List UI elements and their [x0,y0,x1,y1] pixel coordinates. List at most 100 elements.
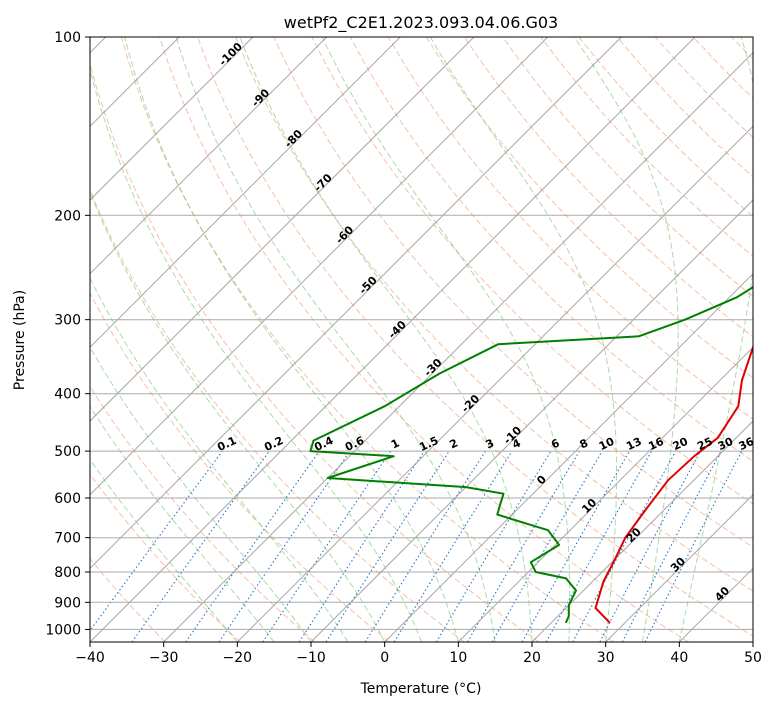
moist-adiabat-line [90,276,349,642]
moist-adiabat-line [90,190,386,642]
dry-adiabat-line [464,37,753,338]
dry-adiabat-line [90,385,316,642]
dry-adiabat-line [770,37,775,642]
mixing-ratio-label: 20 [671,435,691,453]
isotherm-line [678,567,753,642]
mixing-ratio-line [545,450,653,642]
y-tick-label: 600 [54,491,81,507]
mixing-ratio-line [621,450,722,642]
isotherm-line [90,37,549,496]
dry-adiabat-line [349,37,753,462]
mixing-ratio-line [218,450,351,642]
grid-lines [90,37,753,642]
chart-title: wetPf2_C2E1.2023.093.04.06.G03 [284,13,558,33]
profile-curves [309,285,753,624]
mixing-ratio-label: 2 [448,436,460,451]
isotherm-label: -80 [282,127,305,150]
isotherm-line [163,51,753,642]
isotherm-label: -20 [459,392,482,415]
isotherm-line [90,37,328,275]
y-tick-label: 800 [54,565,81,581]
y-tick-label: 100 [54,30,81,46]
moist-adiabat-line [429,37,617,642]
x-axis-ticks: −40 −30 −20 −10 0 10 20 30 40 50 [75,642,762,666]
isotherm-line [605,493,753,642]
x-tick-label: 10 [449,650,467,666]
warm-isotherm-label: 40 [712,584,732,604]
x-tick-label: 50 [744,650,762,666]
y-tick-label: 200 [54,208,81,224]
mixing-ratio-label: 13 [624,435,643,453]
mixing-ratio-label: 25 [695,435,714,453]
dry-adiabat-line [425,37,753,379]
dry-adiabat-line [387,37,753,420]
mixing-ratio-line [435,450,552,642]
isotherm-label: -50 [357,273,380,296]
dewpoint-profile-line [309,285,753,624]
mixing-ratio-label: 3 [484,436,496,451]
isotherm-label: -30 [421,356,444,379]
isotherm-line [90,37,401,349]
isotherm-line [531,420,753,642]
isotherm-line [310,199,753,642]
temperature-profile-line [594,344,753,624]
isotherm-line [752,641,753,642]
dry-adiabat-line [159,37,689,642]
dry-adiabat-line [311,37,753,505]
x-tick-label: 40 [670,650,688,666]
mixing-ratio-label: 16 [646,435,666,453]
dry-adiabat-line [502,37,753,298]
dry-adiabat-line [654,37,753,139]
dry-adiabat-line [90,473,241,642]
mixing-ratio-line [325,450,450,642]
moist-adiabat-line [239,37,533,642]
mixing-ratio-label: 6 [549,436,562,451]
y-tick-label: 1000 [45,622,81,638]
x-tick-label: −40 [75,650,105,666]
y-tick-label: 700 [54,531,81,547]
mixing-ratio-label: 10 [597,435,617,453]
isotherm-label: -40 [386,318,409,341]
mixing-ratio-line [90,450,223,632]
mixing-ratio-label: 1 [389,436,401,451]
x-tick-label: −30 [149,650,179,666]
mixing-ratio-line [262,450,392,642]
moist-adiabat-line [90,67,422,642]
dry-adiabat-line [90,188,465,642]
warm-isotherm-label: 10 [579,496,599,516]
x-tick-label: 20 [523,650,541,666]
mixing-ratio-line [131,450,270,642]
x-tick-label: −20 [223,650,253,666]
dry-adiabat-line [235,37,753,592]
isotherm-line [90,37,475,422]
mixing-ratio-line [572,450,677,642]
mixing-ratio-line [467,450,580,642]
x-tick-label: −10 [296,650,326,666]
plot-frame [89,36,754,643]
moist-adiabat-line [124,37,459,642]
moist-adiabat-line [678,37,753,642]
moist-adiabat-line [321,37,571,642]
y-tick-label: 400 [54,387,81,403]
moist-adiabat-line [573,37,679,642]
isotherm-line [457,346,753,642]
y-tick-label: 500 [54,444,81,460]
dry-adiabat-line [90,292,390,642]
mixing-ratio-line [393,450,513,642]
mixing-ratio-line [185,450,320,642]
mixing-ratio-line [364,450,486,642]
isotherm-label: -70 [312,171,335,194]
isotherm-line [90,37,696,642]
y-axis-ticks: 100 200 300 400 500 600 700 800 900 1000 [45,30,90,638]
warm-isotherm-label: 20 [624,525,644,545]
dry-adiabat-line [273,37,753,548]
isotherm-line [90,37,254,201]
dry-adiabat-line [90,557,166,642]
mixing-ratio-line [521,450,630,642]
dry-adiabat-line [692,37,753,99]
y-tick-label: 900 [54,595,81,611]
isotherm-line [90,37,622,570]
dry-adiabat-line [90,62,540,642]
y-tick-label: 300 [54,313,81,329]
